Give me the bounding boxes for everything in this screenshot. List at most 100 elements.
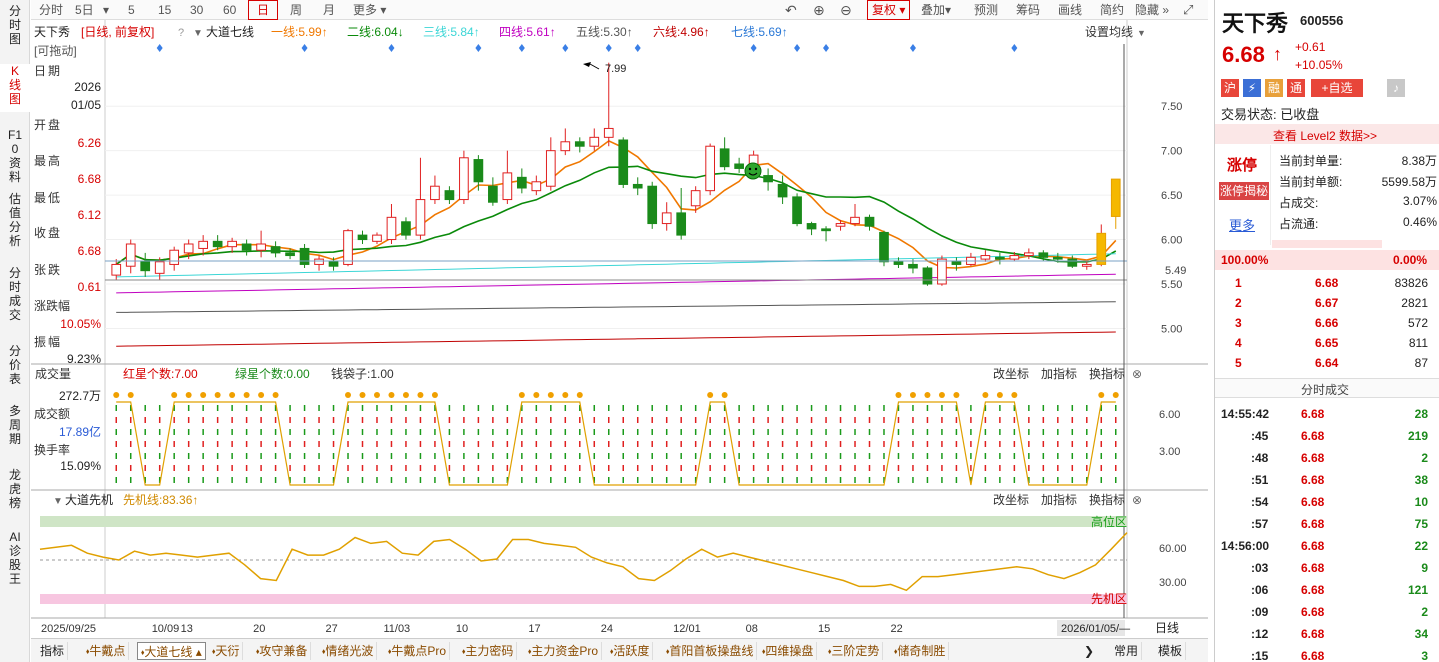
moneybag-icon [113, 392, 120, 398]
indicator-tab[interactable]: ⬪三阶定势 [825, 642, 884, 660]
nav-valuation[interactable]: 估值分析 [8, 192, 21, 248]
indicator-tab[interactable]: ⬪四维操盘 [759, 642, 818, 660]
indicator-tab[interactable]: ⬪天衍 [209, 642, 244, 660]
moneybag-icon [171, 392, 178, 398]
period-month[interactable]: 月 [323, 3, 336, 17]
help-icon[interactable]: ? [178, 27, 184, 39]
sub2-close-icon[interactable]: ⊗ [1132, 493, 1142, 507]
indicator-tab[interactable]: ⬪牛戴点 [83, 642, 130, 660]
connect-badge[interactable]: 通 [1287, 79, 1305, 97]
price-tick: 7.50 [1161, 101, 1182, 113]
zoom-in-icon[interactable]: ⊕ [813, 2, 825, 18]
candle [690, 186, 701, 213]
candle [343, 228, 353, 267]
trade-volume: 22 [1414, 539, 1428, 553]
sub1-step-line [116, 401, 1116, 486]
draw-line-button[interactable]: 画线 [1058, 3, 1083, 17]
period-5day[interactable]: 5日 [75, 3, 94, 17]
sub1-close-icon[interactable]: ⊗ [1132, 367, 1142, 381]
ma-line-label-7: 七线:5.69↑ [731, 25, 788, 39]
moneybag-icon [373, 392, 380, 398]
draggable-label[interactable]: [可拖动] [34, 44, 77, 58]
zoom-out-icon[interactable]: ⊖ [840, 2, 852, 18]
indicator-tab[interactable]: ⬪主力资金Pro [525, 642, 603, 660]
bell-icon[interactable]: ♪ [1387, 79, 1405, 97]
period-fenshi[interactable]: 分时 [39, 3, 64, 17]
undo-icon[interactable]: ↶ [785, 2, 797, 18]
sub2-change-axis-button[interactable]: 改坐标 [993, 493, 1029, 507]
sub1-add-indicator-button[interactable]: 加指标 [1041, 366, 1077, 381]
buy-ratio: 100.00% [1221, 253, 1269, 267]
period-5min-icon[interactable]: ▾ [103, 3, 110, 17]
trade-row: :54 6.68 10 [1215, 492, 1439, 512]
sub2-switch-indicator-button[interactable]: 换指标 [1089, 492, 1125, 507]
scroll-right-icon[interactable]: ❯ [1084, 644, 1095, 658]
indicator-tab[interactable]: ⬪攻守兼备 [253, 642, 312, 660]
fuquan-button[interactable]: 复权 ▾ [867, 0, 911, 20]
level2-link[interactable]: 查看 Level2 数据>> [1273, 129, 1378, 143]
collapse-icon[interactable]: ▼ [53, 496, 63, 507]
stat-value: 8.38万 [1401, 154, 1437, 168]
indicator-tab[interactable]: ⬪情绪光波 [319, 642, 378, 660]
order-volume: 2821 [1401, 296, 1428, 310]
fullscreen-icon[interactable]: ⤢ [1183, 2, 1194, 17]
indicator-menu-button[interactable]: 指标 [37, 642, 69, 660]
indicator-tab[interactable]: ⬪活跃度 [607, 642, 654, 660]
settings-ma-button[interactable]: 设置均线 [1085, 25, 1133, 39]
trade-price: 6.68 [1301, 495, 1325, 509]
nav-trades[interactable]: 分时成交 [8, 266, 21, 322]
indicator-tab-label: 三阶定势 [831, 644, 880, 658]
period-15[interactable]: 15 [158, 3, 172, 17]
period-week[interactable]: 周 [290, 3, 303, 17]
stat-value: 0.46% [1402, 215, 1437, 229]
shanghai-badge[interactable]: 沪 [1221, 79, 1239, 97]
more-link[interactable]: 更多 [1229, 218, 1256, 233]
period-more[interactable]: 更多 ▾ [349, 1, 390, 19]
period-toolbar: 分时 5日 ▾ 5 15 30 60 日 周 月 更多 ▾ ↶ ⊕ ⊖ 复权 ▾… [31, 0, 1208, 20]
sub1-switch-indicator-button[interactable]: 换指标 [1089, 366, 1125, 381]
simple-button[interactable]: 简约 [1100, 3, 1125, 17]
moneybag-icon [229, 392, 236, 398]
limit-reveal-button[interactable]: 涨停揭秘 [1219, 182, 1269, 200]
nav-f10[interactable]: F10资料 [8, 128, 23, 184]
order-level: 4 [1235, 336, 1242, 350]
indicator-tab[interactable]: ⬪大道七线 ▴ [137, 642, 206, 660]
indicator-tab[interactable]: ⬪储奇制胜 [891, 642, 950, 660]
date-tick: 13 [181, 623, 193, 635]
kline-chart[interactable]: 天下秀 [日线, 前复权] ? ▼ 大道七线 一线:5.99↑ 二线:6.04↓ 三… [31, 20, 1208, 662]
indicator-tab[interactable]: ⬪主力密码 [459, 642, 518, 660]
overlay-button[interactable]: 叠加▾ [917, 1, 955, 19]
signal-diamond [634, 44, 641, 52]
chart-area[interactable]: 天下秀 [日线, 前复权] ? ▼ 大道七线 一线:5.99↑ 二线:6.04↓ 三… [31, 20, 1208, 662]
ma-line-5 [116, 301, 1116, 313]
forecast-button[interactable]: 预测 [974, 3, 999, 17]
period-30[interactable]: 30 [190, 3, 204, 17]
nav-ai-diagnosis[interactable]: AI诊股王 [8, 530, 21, 586]
order-row: 4 6.65 811 [1215, 333, 1439, 353]
period-60[interactable]: 60 [223, 3, 237, 17]
chips-button[interactable]: 筹码 [1016, 3, 1041, 17]
nav-kline[interactable]: K线图 [0, 64, 30, 112]
sub1-change-axis-button[interactable]: 改坐标 [993, 367, 1029, 381]
collapse-icon[interactable]: ▼ [193, 28, 203, 39]
signal-icon: ⬪ [462, 644, 466, 658]
order-row: 2 6.67 2821 [1215, 293, 1439, 313]
sub2-add-indicator-button[interactable]: 加指标 [1041, 492, 1077, 507]
indicator-tab[interactable]: ⬪首阳首板操盘线 [663, 642, 758, 660]
margin-badge[interactable]: 融 [1265, 79, 1283, 97]
price-tick: 7.00 [1161, 146, 1182, 158]
template-button[interactable]: 模板 [1155, 642, 1187, 660]
nav-multi-period[interactable]: 多周期 [8, 404, 21, 446]
nav-dragon-tiger[interactable]: 龙虎榜 [8, 468, 21, 510]
sub1-label-1: 绿星个数:0.00 [235, 366, 310, 381]
vol-value: 272.7万 [58, 389, 101, 403]
period-day[interactable]: 日 [248, 0, 278, 20]
period-5[interactable]: 5 [128, 3, 135, 17]
add-watchlist-button[interactable]: +自选 [1311, 79, 1363, 97]
hide-button[interactable]: 隐藏 » [1131, 1, 1173, 19]
nav-price-table[interactable]: 分价表 [8, 344, 21, 386]
indicator-tab[interactable]: ⬪牛戴点Pro [385, 642, 451, 660]
lightning-icon[interactable]: ⚡ [1243, 79, 1261, 97]
common-button[interactable]: 常用 [1111, 642, 1143, 660]
nav-fenshi[interactable]: 分时图 [8, 4, 21, 46]
